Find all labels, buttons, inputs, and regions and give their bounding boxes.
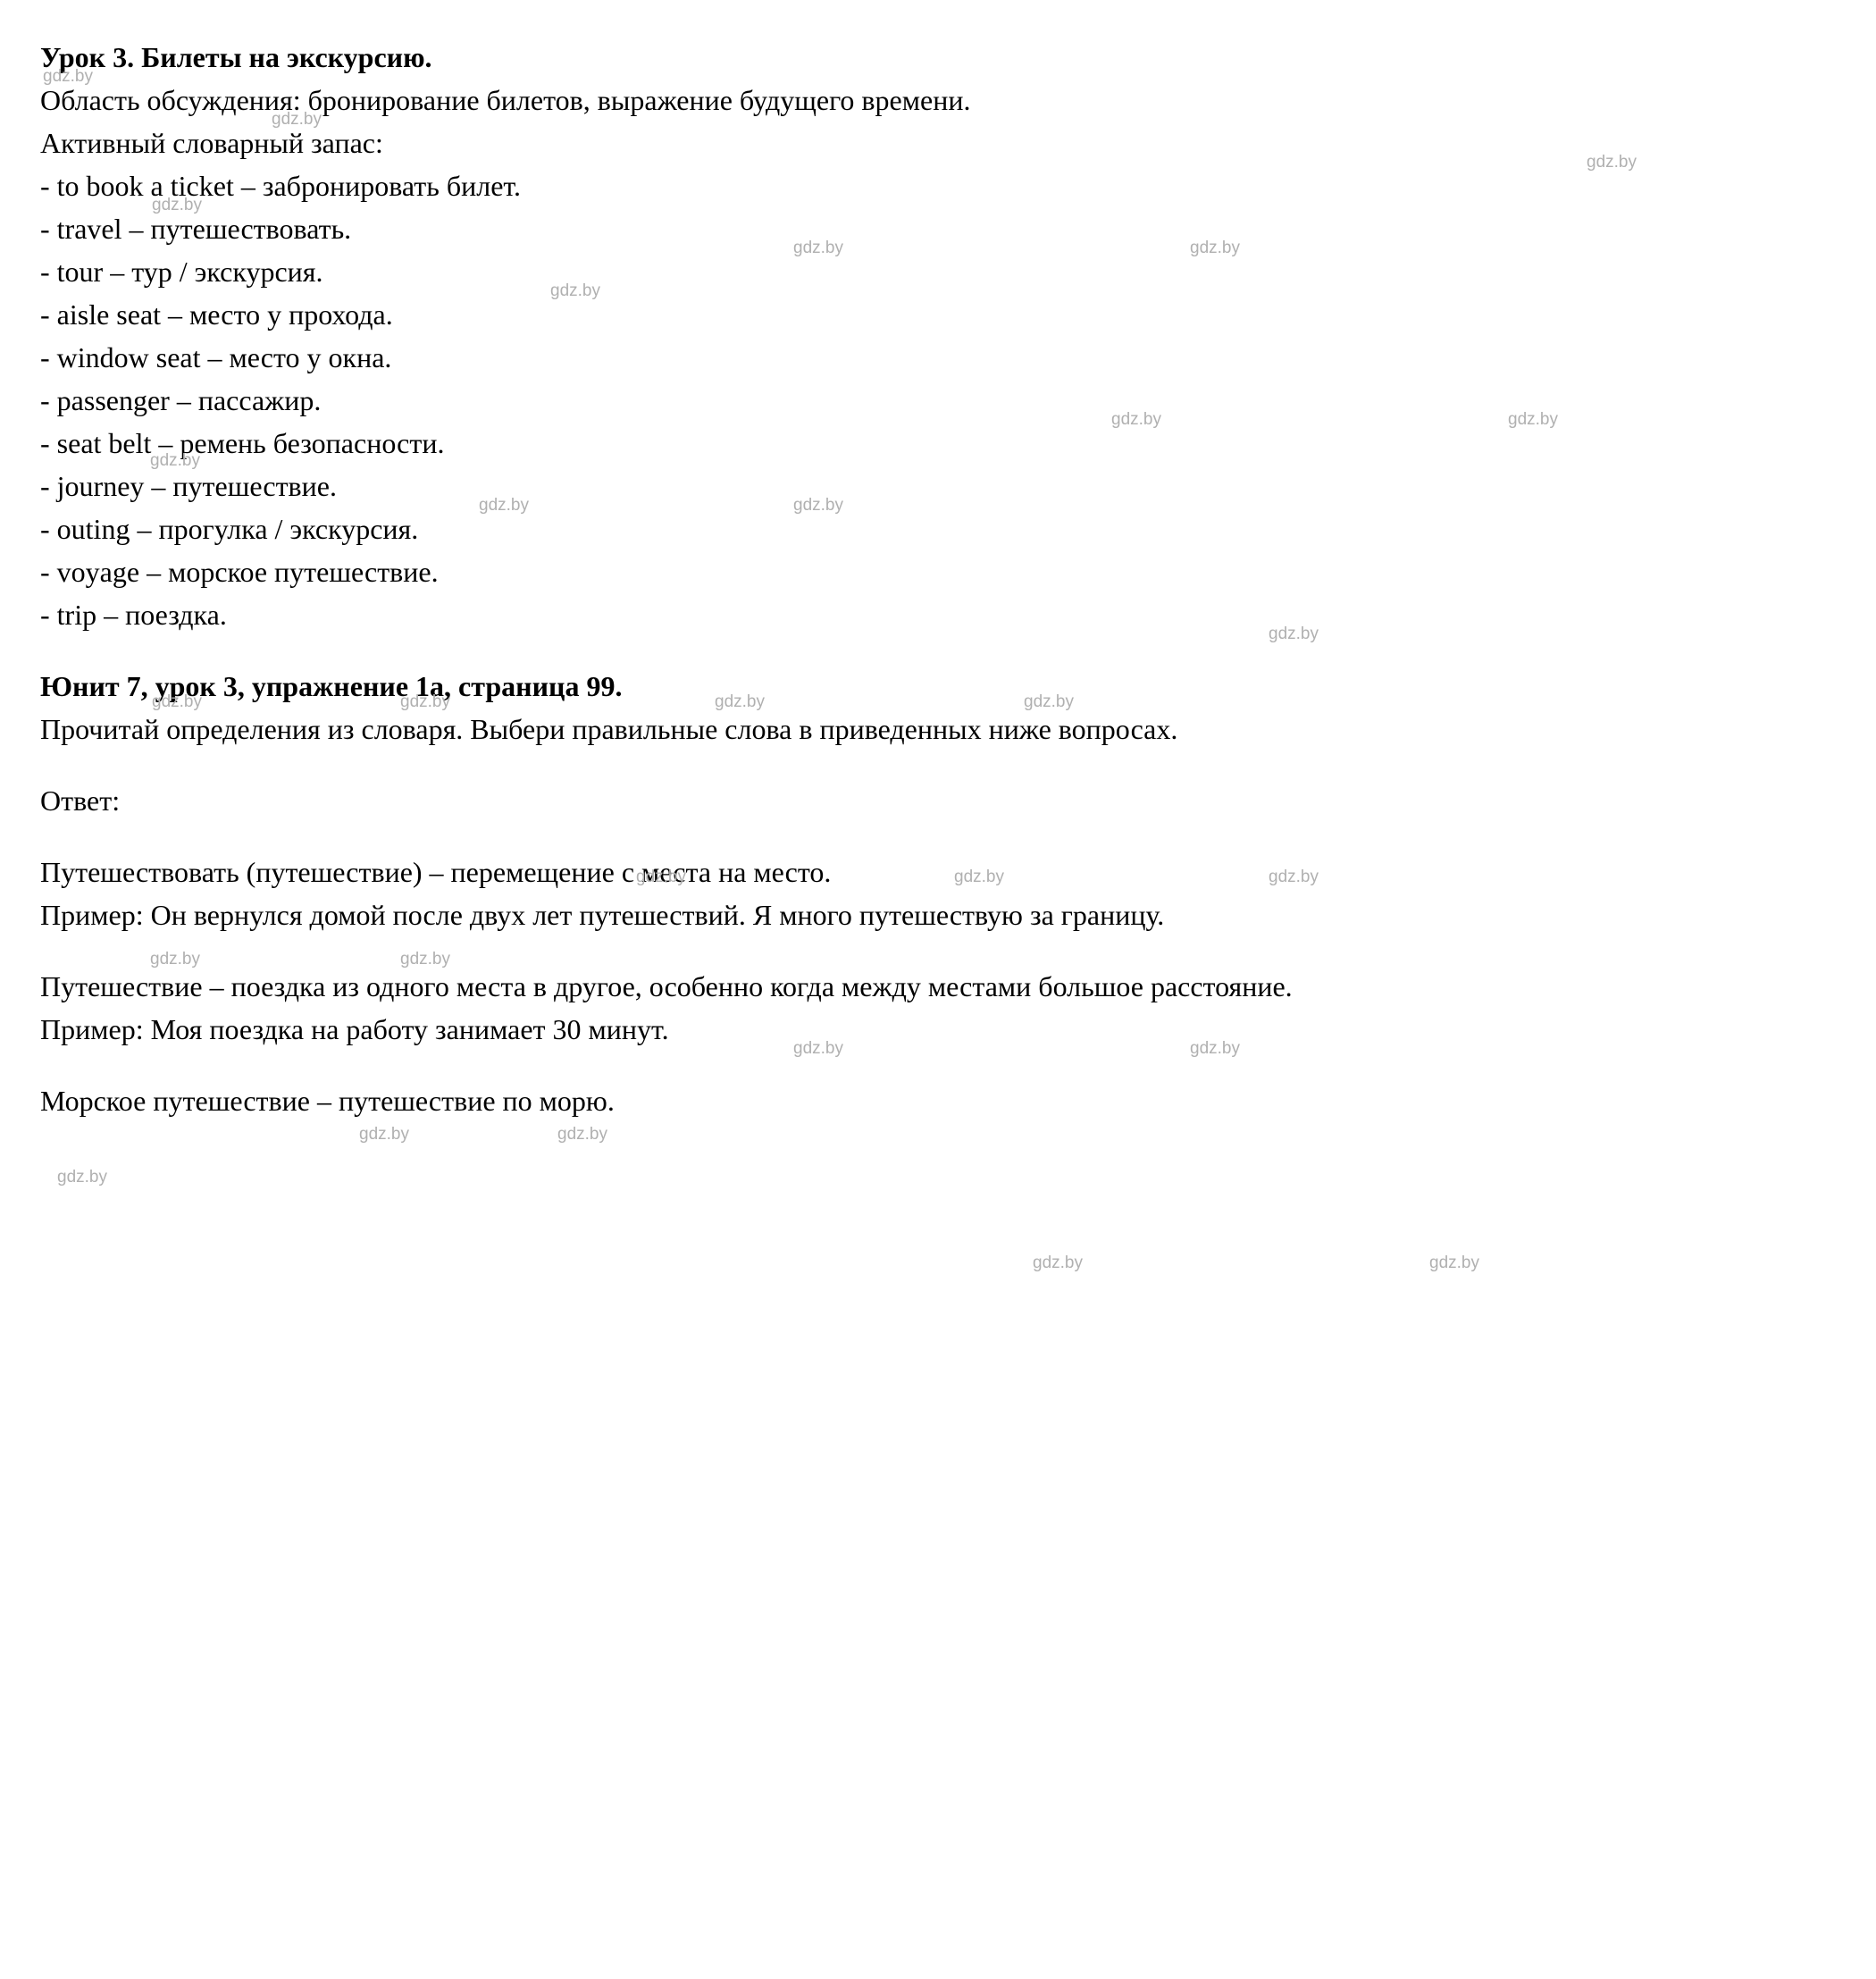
lesson-header: Урок 3. Билеты на экскурсию. (40, 36, 1836, 79)
vocab-list: to book a ticket – забронировать билет. … (40, 164, 1836, 636)
watermark-text: gdz.by (57, 1165, 107, 1191)
instruction: Прочитай определения из словаря. Выбери … (40, 708, 1836, 751)
vocab-item: travel – путешествовать. (40, 207, 1836, 250)
vocab-item: tour – тур / экскурсия. (40, 250, 1836, 293)
vocab-item: voyage – морское путешествие. (40, 550, 1836, 593)
vocab-item: aisle seat – место у прохода. (40, 293, 1836, 336)
definition-example: Пример: Он вернулся домой после двух лет… (40, 893, 1836, 936)
definition-term: Путешествовать (путешествие) – перемещен… (40, 851, 1836, 893)
vocab-item: outing – прогулка / экскурсия. (40, 507, 1836, 550)
vocab-item: seat belt – ремень безопасности. (40, 422, 1836, 465)
unit-header: Юнит 7, урок 3, упражнение 1а, страница … (40, 665, 1836, 708)
vocab-item: journey – путешествие. (40, 465, 1836, 507)
definition-example: Пример: Моя поездка на работу занимает 3… (40, 1008, 1836, 1051)
watermark-text: gdz.by (1033, 1251, 1083, 1277)
vocab-item: trip – поездка. (40, 593, 1836, 636)
vocab-item: window seat – место у окна. (40, 336, 1836, 379)
answer-label: Ответ: (40, 779, 1836, 822)
watermark-text: gdz.by (1429, 1251, 1479, 1277)
definition-term: Путешествие – поездка из одного места в … (40, 965, 1836, 1008)
watermark-text: gdz.by (359, 1122, 409, 1148)
vocab-item: passenger – пассажир. (40, 379, 1836, 422)
vocab-header: Активный словарный запас: (40, 122, 1836, 164)
discussion-area: Область обсуждения: бронирование билетов… (40, 79, 1836, 122)
definition-term: Морское путешествие – путешествие по мор… (40, 1079, 1836, 1122)
watermark-text: gdz.by (557, 1122, 607, 1148)
vocab-item: to book a ticket – забронировать билет. (40, 164, 1836, 207)
